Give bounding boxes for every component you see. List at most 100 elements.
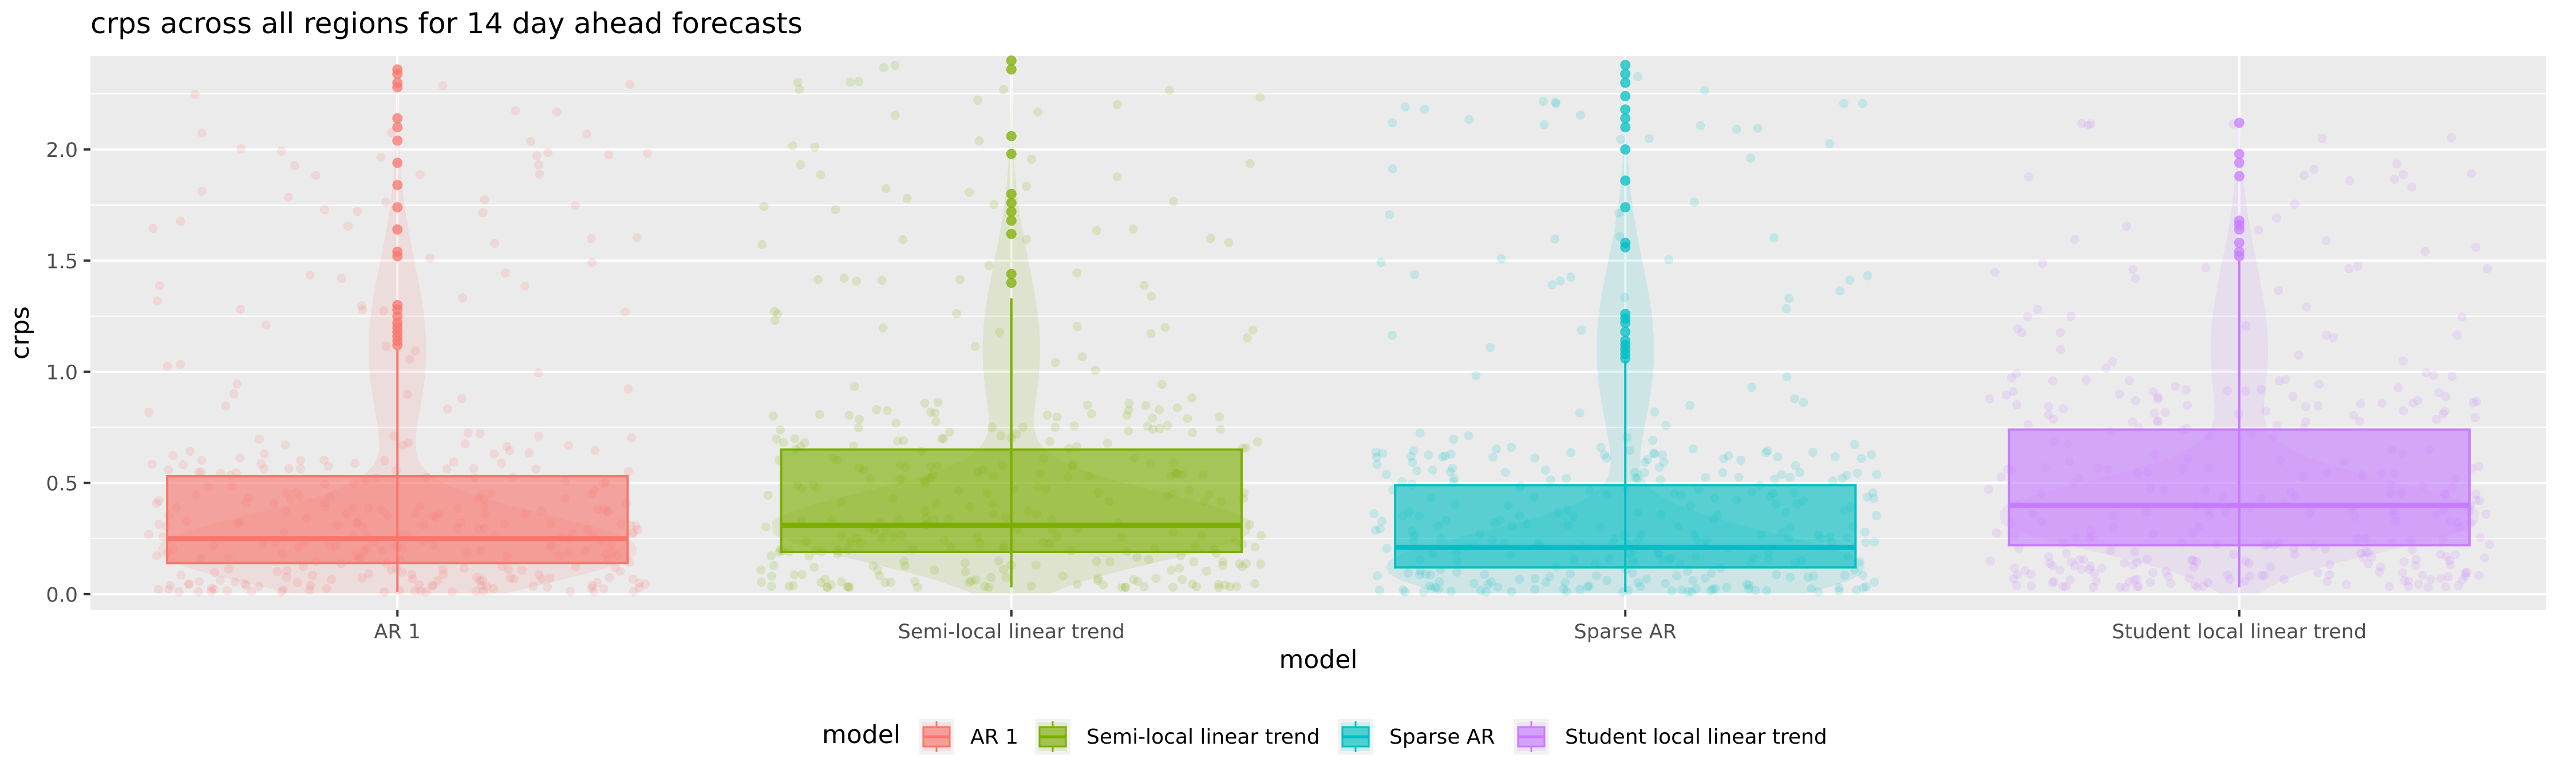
jitter-point	[184, 579, 193, 589]
jitter-point	[945, 427, 955, 437]
jitter-point	[381, 197, 390, 207]
jitter-point	[1168, 582, 1178, 592]
jitter-point	[2120, 558, 2129, 568]
jitter-point	[1093, 576, 1103, 585]
jitter-point	[2020, 566, 2030, 575]
jitter-point	[973, 95, 982, 105]
jitter-point	[2294, 350, 2304, 360]
jitter-point	[296, 456, 305, 465]
jitter-point	[153, 584, 163, 594]
jitter-point	[2131, 396, 2140, 405]
jitter-point	[2183, 400, 2192, 410]
jitter-point	[2245, 571, 2254, 580]
jitter-point	[1784, 294, 1794, 303]
jitter-point	[1575, 110, 1585, 120]
jitter-point	[770, 315, 780, 325]
jitter-point	[1616, 135, 1626, 144]
jitter-point	[163, 362, 172, 371]
jitter-point	[154, 496, 164, 505]
jitter-point	[999, 85, 1009, 94]
jitter-point	[930, 565, 939, 575]
jitter-point	[534, 570, 544, 579]
jitter-point	[890, 110, 900, 120]
outlier-point	[392, 135, 403, 146]
jitter-point	[2431, 414, 2441, 424]
jitter-point	[1545, 572, 1555, 582]
jitter-point	[2192, 557, 2202, 567]
jitter-point	[2353, 261, 2362, 271]
legend-label: Student local linear trend	[1565, 725, 1827, 749]
jitter-point	[505, 446, 515, 456]
jitter-point	[1753, 123, 1763, 133]
jitter-point	[2146, 578, 2155, 587]
jitter-point	[1133, 576, 1143, 586]
jitter-point	[2201, 263, 2211, 272]
jitter-point	[2399, 356, 2408, 366]
jitter-point	[1644, 134, 1654, 144]
jitter-point	[1375, 524, 1385, 534]
jitter-point	[207, 586, 216, 596]
jitter-point	[2356, 548, 2366, 558]
jitter-point	[1093, 574, 1103, 583]
jitter-point	[1719, 454, 1729, 464]
jitter-point	[1639, 468, 1649, 477]
jitter-point	[1577, 325, 1586, 335]
jitter-point	[1488, 452, 1498, 462]
jitter-point	[2474, 571, 2484, 580]
jitter-point	[343, 222, 353, 231]
jitter-point	[2470, 413, 2480, 422]
jitter-point	[2274, 376, 2284, 385]
jitter-point	[1105, 557, 1115, 567]
jitter-point	[757, 240, 767, 249]
jitter-point	[1192, 582, 1201, 591]
jitter-point	[816, 170, 825, 180]
outlier-point	[392, 246, 403, 257]
jitter-point	[1178, 575, 1187, 584]
jitter-point	[147, 459, 157, 469]
jitter-point	[1761, 448, 1771, 457]
legend-item-semi-local-linear-trend: Semi-local linear trend	[1035, 719, 1320, 755]
jitter-point	[2067, 557, 2076, 567]
outlier-point	[2234, 117, 2245, 128]
jitter-point	[1388, 330, 1397, 340]
jitter-point	[2184, 574, 2194, 583]
jitter-point	[509, 574, 519, 584]
jitter-point	[2038, 259, 2047, 268]
jitter-point	[1858, 98, 1867, 108]
jitter-point	[1091, 365, 1100, 375]
jitter-point	[625, 80, 635, 89]
jitter-point	[769, 560, 779, 570]
jitter-point	[1686, 587, 1696, 597]
jitter-point	[816, 578, 826, 587]
jitter-point	[1541, 578, 1551, 587]
jitter-point	[1633, 578, 1643, 587]
jitter-point	[795, 85, 804, 94]
jitter-point	[2376, 562, 2385, 572]
jitter-point	[2132, 558, 2142, 567]
jitter-point	[779, 437, 788, 447]
jitter-point	[1546, 475, 1555, 485]
jitter-point	[2467, 169, 2476, 179]
jitter-point	[1566, 569, 1575, 579]
outlier-point	[2234, 171, 2245, 181]
chart-title: crps across all regions for 14 day ahead…	[90, 7, 803, 40]
jitter-point	[784, 582, 794, 591]
jitter-point	[1050, 358, 1060, 368]
jitter-point	[1420, 105, 1429, 114]
outlier-point	[1620, 238, 1631, 248]
jitter-point	[2070, 235, 2080, 244]
jitter-point	[2441, 392, 2451, 401]
jitter-point	[2066, 311, 2076, 321]
jitter-point	[2188, 556, 2198, 566]
outlier-point	[2234, 157, 2245, 168]
jitter-point	[2392, 159, 2402, 169]
outlier-point	[2234, 148, 2245, 159]
jitter-point	[2070, 561, 2080, 571]
jitter-point	[952, 309, 962, 318]
jitter-point	[1496, 254, 1506, 263]
jitter-point	[1852, 468, 1862, 478]
x-tick-label: Sparse AR	[1574, 621, 1677, 643]
outlier-point	[1620, 175, 1631, 186]
jitter-point	[1440, 451, 1450, 461]
jitter-point	[1781, 303, 1791, 313]
